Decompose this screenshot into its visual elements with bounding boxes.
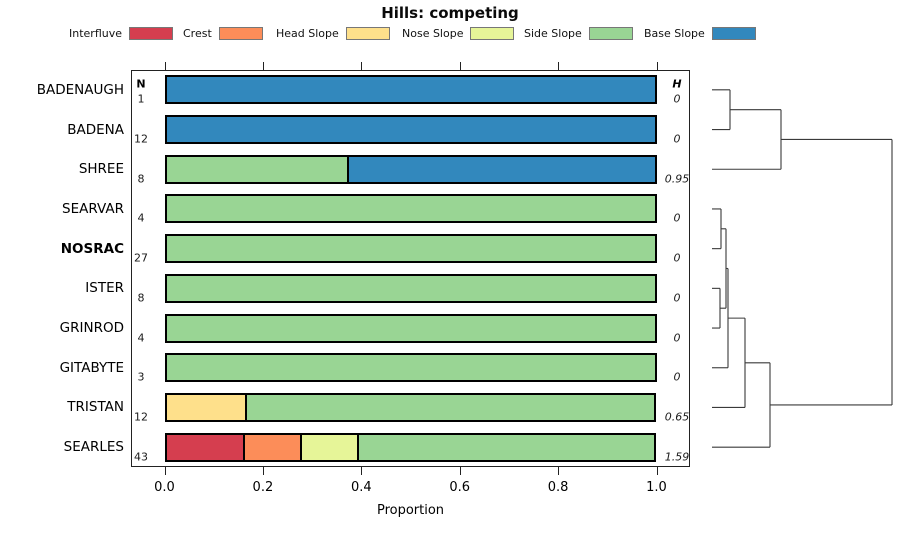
n-value: 8 <box>137 291 145 305</box>
n-value: 1 <box>137 92 145 106</box>
legend-item: Crest <box>183 26 263 41</box>
h-value: 0.95 <box>664 172 690 186</box>
x-tick-label: 0.2 <box>252 480 274 495</box>
legend-swatch <box>218 27 263 40</box>
row-label: SEARVAR <box>62 200 124 217</box>
bar-segment-side-slope <box>164 154 349 184</box>
legend-item: Side Slope <box>524 26 633 41</box>
n-value: 4 <box>137 211 145 225</box>
bar-segment-crest <box>242 432 302 462</box>
h-value: 0 <box>673 132 681 146</box>
axis-tick <box>656 62 658 70</box>
axis-tick <box>361 467 363 475</box>
row-label: GITABYTE <box>59 359 124 376</box>
axis-tick <box>361 62 363 70</box>
bar-segment-side-slope <box>164 353 657 383</box>
h-value: 1.59 <box>664 450 690 464</box>
h-value: 0 <box>673 211 681 225</box>
legend-swatch <box>588 27 633 40</box>
n-value: 12 <box>134 132 148 146</box>
axis-tick <box>262 467 264 475</box>
x-tick-label: 0.6 <box>449 480 471 495</box>
axis-tick <box>558 62 560 70</box>
legend-label: Head Slope <box>276 27 339 40</box>
n-value: 8 <box>137 172 145 186</box>
h-value: 0 <box>673 370 681 384</box>
x-tick-label: 0.0 <box>154 480 175 495</box>
bar-segment-side-slope <box>164 234 657 264</box>
bar-segment-nose-slope <box>299 432 359 462</box>
h-value: 0 <box>673 291 681 305</box>
x-tick-label: 1.0 <box>646 480 667 495</box>
bar-segment-head-slope <box>164 392 247 422</box>
legend-label: Interfluve <box>69 27 122 40</box>
row-label: SEARLES <box>63 439 124 456</box>
legend-label: Nose Slope <box>402 27 464 40</box>
row-label: BADENA <box>67 121 124 138</box>
legend-swatch <box>470 27 515 40</box>
chart-title: Hills: competing <box>381 4 519 22</box>
legend-item: Nose Slope <box>402 26 515 41</box>
n-column-header: N <box>136 77 146 91</box>
h-value: 0 <box>673 251 681 265</box>
n-value: 4 <box>137 331 145 345</box>
row-label: GRINROD <box>59 320 124 337</box>
legend-swatch <box>711 27 756 40</box>
row-label: SHREE <box>78 161 124 178</box>
row-label: ISTER <box>85 280 124 297</box>
axis-tick <box>656 467 658 475</box>
bar-segment-side-slope <box>244 392 657 422</box>
x-axis-title: Proportion <box>376 503 445 518</box>
bar-segment-base-slope <box>164 75 657 105</box>
row-label: NOSRAC <box>60 240 124 257</box>
axis-tick <box>558 467 560 475</box>
x-tick-label: 0.4 <box>350 480 372 495</box>
axis-tick <box>459 62 461 70</box>
h-value: 0 <box>673 331 681 345</box>
axis-tick <box>262 62 264 70</box>
legend: Interfluve Crest Head Slope Nose Slope Side … <box>0 26 900 42</box>
bar-segment-base-slope <box>347 154 657 184</box>
x-tick-label: 0.8 <box>547 480 569 495</box>
h-value: 0.65 <box>664 410 690 424</box>
bar-segment-side-slope <box>164 313 657 343</box>
axis-tick <box>164 467 166 475</box>
legend-item: Head Slope <box>276 26 390 41</box>
axis-tick <box>459 467 461 475</box>
n-value: 12 <box>134 410 148 424</box>
axis-tick <box>164 62 166 70</box>
legend-label: Side Slope <box>524 27 582 40</box>
bar-segment-side-slope <box>356 432 657 462</box>
bar-segment-interfluve <box>164 432 245 462</box>
row-label: BADENAUGH <box>36 81 124 98</box>
legend-swatch <box>345 27 390 40</box>
n-value: 43 <box>134 450 148 464</box>
legend-item: Interfluve <box>69 26 173 41</box>
legend-label: Crest <box>183 27 212 40</box>
h-value: 0 <box>673 92 681 106</box>
row-label: TRISTAN <box>67 399 124 416</box>
legend-item: Base Slope <box>644 26 756 41</box>
h-column-header: H <box>672 77 682 91</box>
legend-swatch <box>129 27 173 40</box>
n-value: 3 <box>137 370 145 384</box>
bar-segment-side-slope <box>164 273 657 303</box>
bar-segment-side-slope <box>164 194 657 224</box>
n-value: 27 <box>134 251 148 265</box>
bar-segment-base-slope <box>164 115 657 145</box>
legend-label: Base Slope <box>644 27 705 40</box>
